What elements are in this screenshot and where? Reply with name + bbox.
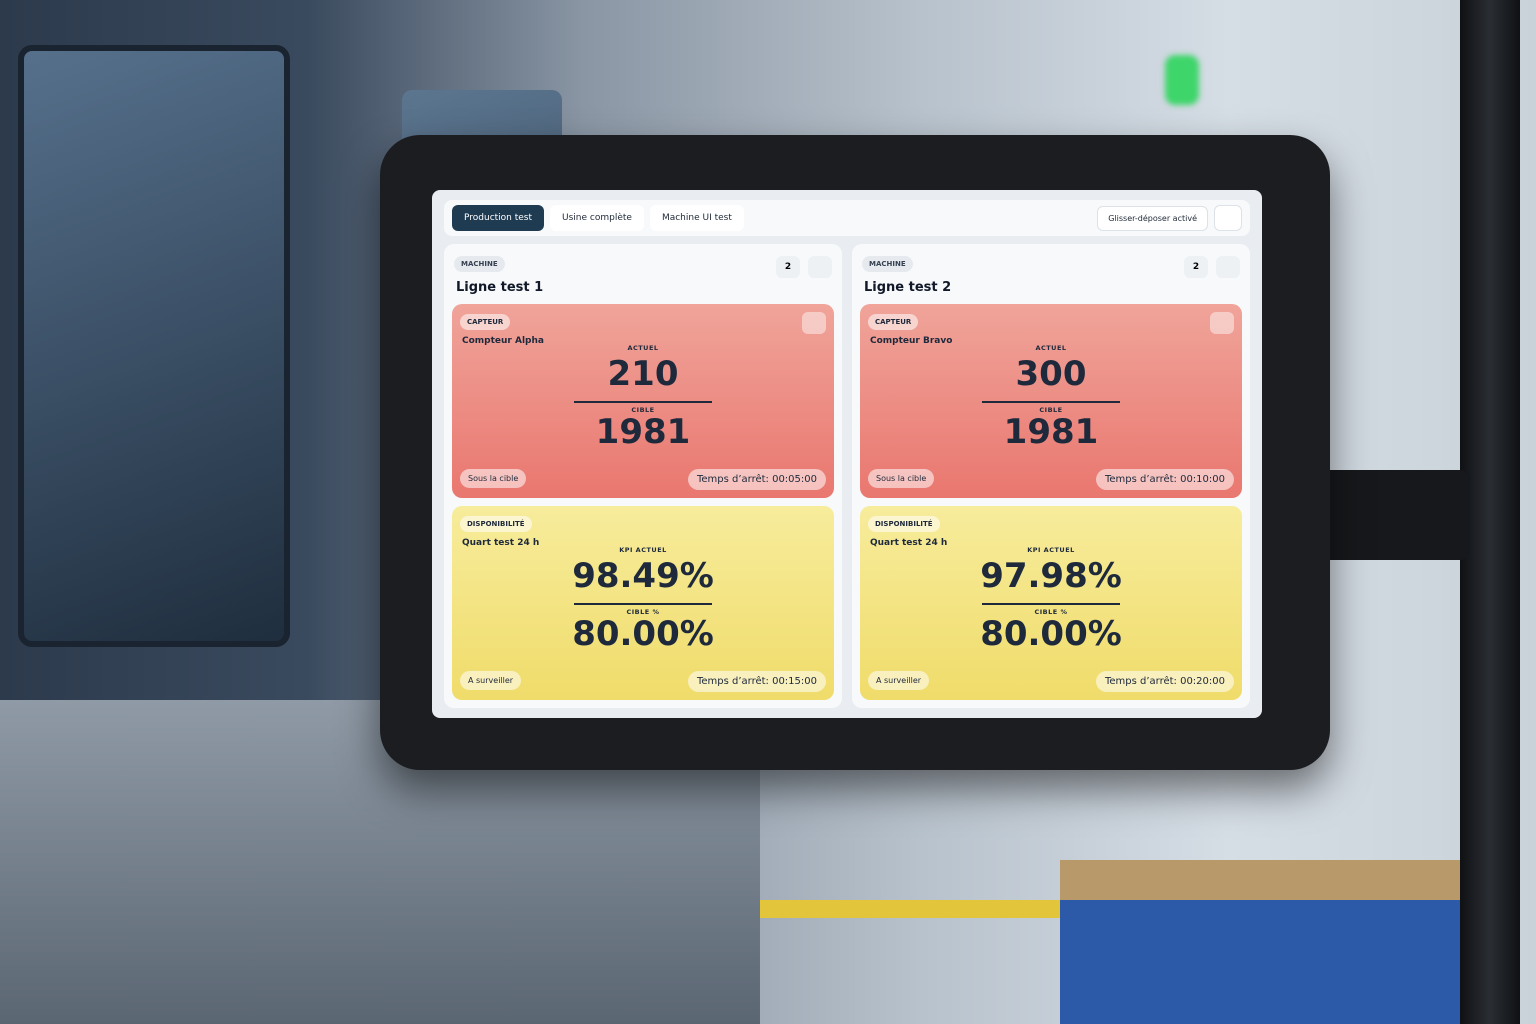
current-label: ACTUEL xyxy=(1035,344,1067,352)
comments-button[interactable] xyxy=(1216,256,1240,278)
card-tag: DISPONIBILITÉ xyxy=(460,516,532,532)
kpi-card: DISPONIBILITÉ Quart test 24 h KPI ACTUEL 98… xyxy=(452,506,834,700)
edit-button[interactable] xyxy=(1210,312,1234,334)
status-chip: Sous la cible xyxy=(460,469,527,488)
count-badge[interactable]: 2 xyxy=(776,256,800,278)
card-tag: DISPONIBILITÉ xyxy=(868,516,940,532)
target-value: 80.00% xyxy=(572,614,714,654)
card-name: Quart test 24 h xyxy=(462,538,540,548)
card-name: Quart test 24 h xyxy=(870,538,948,548)
card-name: Compteur Bravo xyxy=(870,336,953,346)
target-label: CIBLE % xyxy=(626,608,660,616)
pole xyxy=(1460,0,1520,1024)
screen: Production test Usine complète Machine UI … xyxy=(432,190,1262,718)
tablet: Production test Usine complète Machine UI … xyxy=(380,135,1330,770)
downtime-chip: Temps d’arrêt: 00:15:00 xyxy=(687,671,826,692)
current-value: 98.49% xyxy=(572,556,714,596)
current-value: 300 xyxy=(1015,354,1087,394)
target-label: CIBLE % xyxy=(1034,608,1068,616)
machine-window xyxy=(18,45,290,647)
status-chip: A surveiller xyxy=(868,671,930,690)
target-label: CIBLE xyxy=(631,406,655,414)
comments-button[interactable] xyxy=(808,256,832,278)
layout-button[interactable] xyxy=(1214,205,1242,231)
target-label: CIBLE xyxy=(1039,406,1063,414)
current-label: KPI ACTUEL xyxy=(619,546,667,554)
divider xyxy=(574,603,712,605)
panel-title: Ligne test 2 xyxy=(864,280,952,295)
current-label: ACTUEL xyxy=(627,344,659,352)
card-tag: CAPTEUR xyxy=(460,314,511,330)
current-label: KPI ACTUEL xyxy=(1027,546,1075,554)
machine-panel: MACHINE Ligne test 2 2 CAPTEUR Compteur Brav… xyxy=(852,244,1250,708)
panel-tag: MACHINE xyxy=(454,256,505,272)
top-bar: Production test Usine complète Machine UI … xyxy=(444,200,1250,236)
panel-tag: MACHINE xyxy=(862,256,913,272)
mount-arm xyxy=(1320,470,1470,560)
floor-stripe xyxy=(760,900,1060,918)
status-chip: A surveiller xyxy=(460,671,522,690)
count-badge[interactable]: 2 xyxy=(1184,256,1208,278)
tab[interactable]: Usine complète xyxy=(550,205,644,231)
downtime-chip: Temps d’arrêt: 00:20:00 xyxy=(1095,671,1234,692)
kpi-card: DISPONIBILITÉ Quart test 24 h KPI ACTUEL 97… xyxy=(860,506,1242,700)
edit-button[interactable] xyxy=(802,312,826,334)
divider xyxy=(982,603,1120,605)
current-value: 97.98% xyxy=(980,556,1122,596)
card-list: CAPTEUR Compteur Alpha ACTUEL 210 CIBLE 1981 S… xyxy=(452,304,834,700)
downtime-chip: Temps d’arrêt: 00:10:00 xyxy=(1095,469,1234,490)
workbench-top xyxy=(1060,860,1460,900)
card-name: Compteur Alpha xyxy=(462,336,544,346)
card-list: CAPTEUR Compteur Bravo ACTUEL 300 CIBLE 1981 S… xyxy=(860,304,1242,700)
panels: MACHINE Ligne test 1 2 CAPTEUR Compteur Alph… xyxy=(444,244,1250,708)
kpi-card: CAPTEUR Compteur Bravo ACTUEL 300 CIBLE 1981 S… xyxy=(860,304,1242,498)
target-value: 1981 xyxy=(595,412,691,452)
status-chip: Sous la cible xyxy=(868,469,935,488)
signal-light xyxy=(1165,55,1199,105)
divider xyxy=(574,401,712,403)
kpi-card: CAPTEUR Compteur Alpha ACTUEL 210 CIBLE 1981 S… xyxy=(452,304,834,498)
tab[interactable]: Production test xyxy=(452,205,545,231)
tab[interactable]: Machine UI test xyxy=(649,205,744,231)
current-value: 210 xyxy=(607,354,679,394)
machine-panel: MACHINE Ligne test 1 2 CAPTEUR Compteur Alph… xyxy=(444,244,842,708)
tab-list: Production test Usine complète Machine UI … xyxy=(452,205,744,231)
downtime-chip: Temps d’arrêt: 00:05:00 xyxy=(687,469,826,490)
panel-title: Ligne test 1 xyxy=(456,280,544,295)
card-tag: CAPTEUR xyxy=(868,314,919,330)
divider xyxy=(982,401,1120,403)
target-value: 1981 xyxy=(1003,412,1099,452)
target-value: 80.00% xyxy=(980,614,1122,654)
drag-toggle[interactable]: Glisser-déposer activé xyxy=(1097,205,1208,231)
